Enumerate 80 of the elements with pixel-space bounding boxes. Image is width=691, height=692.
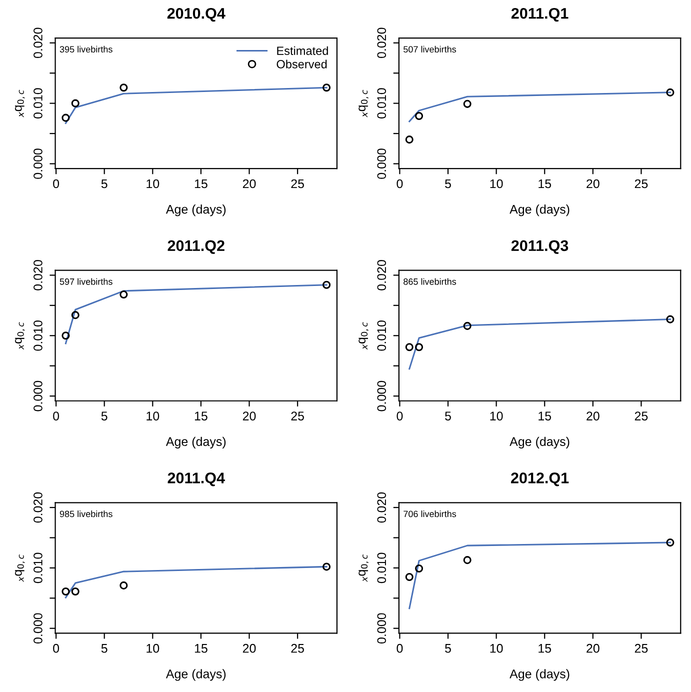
annotation: 985 livebirths (60, 510, 112, 518)
y-tick-label: 0.020 (34, 28, 42, 58)
y-tick-label: 0.010 (34, 88, 42, 118)
chart-title: 2010.Q4 (167, 8, 226, 22)
y-tick-label: 0.020 (34, 260, 42, 290)
x-tick-label: 25 (634, 644, 648, 653)
x-axis-title: Age (days) (510, 669, 570, 681)
y-tick-label: 0.020 (377, 28, 386, 58)
x-tick-label: 0 (53, 179, 60, 188)
x-tick-label: 15 (538, 644, 552, 653)
x-tick-label: 20 (242, 179, 256, 188)
x-axis-title: Age (days) (510, 436, 570, 448)
y-tick-label: 0.010 (377, 320, 386, 351)
annotation: 865 livebirths (404, 278, 456, 285)
x-tick-label: 25 (634, 179, 648, 188)
annotation: 395 livebirths (60, 46, 112, 53)
chart-title: 2011.Q3 (511, 240, 568, 254)
x-tick-label: 15 (538, 412, 552, 420)
x-tick-label: 5 (445, 412, 451, 420)
y-tick-label: 0.010 (377, 552, 386, 584)
y-axis-title: $_{x}$q$_{0,c}$ (15, 90, 25, 118)
x-tick-label: 0 (53, 644, 60, 653)
y-tick-label: 0.020 (377, 260, 386, 290)
x-tick-label: 10 (490, 412, 503, 420)
y-axis-title: $_{x}$q$_{0,c}$ (358, 554, 368, 582)
x-tick-label: 20 (586, 644, 600, 653)
x-axis-title: Age (days) (166, 669, 226, 681)
chart-title: 2011.Q2 (168, 240, 224, 254)
y-tick-label: 0.000 (377, 380, 386, 412)
x-tick-label: 25 (291, 179, 304, 188)
x-tick-label: 15 (194, 412, 208, 420)
x-tick-label: 25 (291, 412, 304, 420)
x-tick-label: 20 (242, 412, 256, 420)
chart-title: 2012.Q1 (511, 472, 569, 486)
x-axis-title: Age (days) (510, 204, 570, 216)
legend-label: Observed (276, 60, 327, 68)
x-tick-label: 0 (396, 179, 403, 188)
x-tick-label: 10 (146, 412, 160, 420)
y-tick-label: 0.000 (34, 380, 42, 412)
x-axis-title: Age (days) (166, 204, 226, 216)
x-tick-label: 20 (586, 412, 600, 420)
x-axis-title: Age (days) (166, 436, 226, 448)
x-tick-label: 20 (242, 644, 256, 653)
x-tick-label: 0 (396, 644, 403, 653)
y-tick-label: 0.000 (34, 148, 42, 179)
x-tick-label: 15 (194, 179, 208, 188)
x-tick-label: 0 (53, 412, 60, 420)
x-tick-label: 25 (634, 412, 648, 420)
y-axis-title: $_{x}$q$_{0,c}$ (15, 322, 25, 350)
x-tick-label: 10 (490, 179, 503, 188)
x-tick-label: 5 (445, 644, 451, 653)
y-tick-label: 0.010 (377, 88, 386, 118)
x-tick-label: 5 (101, 644, 108, 653)
y-tick-label: 0.020 (377, 492, 386, 523)
x-tick-label: 10 (490, 644, 503, 653)
annotation: 507 livebirths (404, 46, 456, 53)
annotation: 597 livebirths (60, 278, 112, 285)
y-axis-title: $_{x}$q$_{0,c}$ (358, 90, 368, 118)
y-tick-label: 0.000 (377, 148, 386, 179)
x-tick-label: 10 (146, 644, 160, 653)
chart-title: 2011.Q1 (511, 8, 568, 22)
annotation: 706 livebirths (404, 510, 456, 518)
x-tick-label: 25 (291, 644, 304, 653)
y-axis-title: $_{x}$q$_{0,c}$ (15, 554, 25, 582)
x-tick-label: 15 (538, 179, 552, 188)
x-tick-label: 0 (396, 412, 403, 420)
x-tick-label: 5 (101, 179, 108, 188)
x-tick-label: 15 (194, 644, 208, 653)
y-tick-label: 0.010 (34, 552, 42, 584)
y-tick-label: 0.000 (34, 613, 42, 644)
x-tick-label: 5 (445, 179, 451, 188)
chart-title: 2011.Q4 (168, 472, 225, 486)
y-axis-title: $_{x}$q$_{0,c}$ (358, 322, 368, 350)
legend-label: Estimated (277, 46, 328, 55)
y-tick-label: 0.020 (34, 492, 42, 523)
y-tick-label: 0.010 (34, 320, 42, 351)
x-tick-label: 20 (586, 179, 600, 188)
x-tick-label: 10 (146, 179, 160, 188)
y-tick-label: 0.000 (377, 613, 386, 644)
x-tick-label: 5 (101, 412, 108, 420)
